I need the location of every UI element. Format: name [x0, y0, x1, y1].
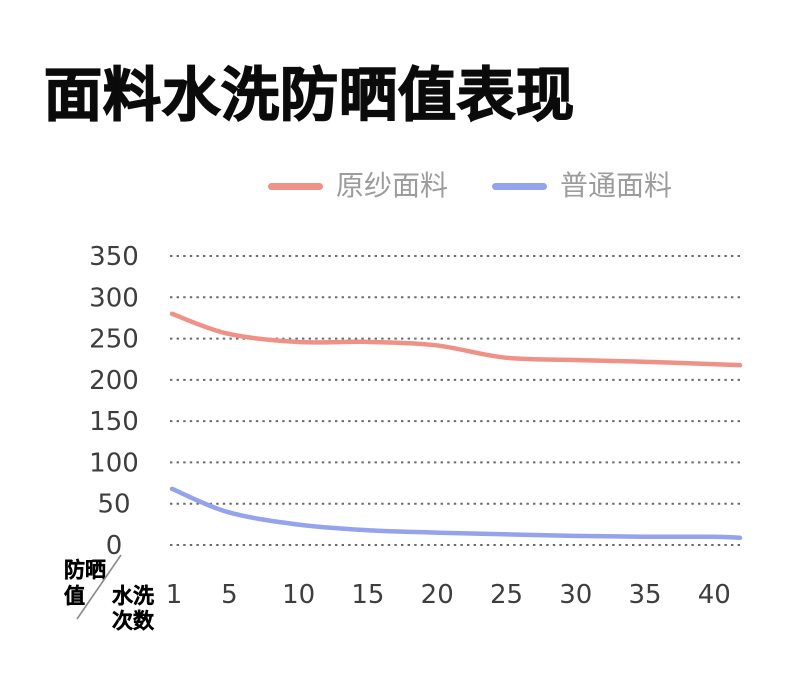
- y-tick-label-0: 0: [106, 531, 123, 561]
- x-tick-label-5: 5: [221, 580, 238, 610]
- x-tick-labels: 1 5 10 15 20 25 30 35 40: [166, 580, 731, 610]
- y-tick-label-200: 200: [89, 366, 139, 396]
- x-tick-label-1: 1: [166, 580, 183, 610]
- legend-line-swatch-raw-yarn-fabric: [268, 182, 323, 190]
- x-tick-label-10: 10: [282, 580, 315, 610]
- y-axis-name-line2: 值: [64, 584, 85, 608]
- x-tick-label-15: 15: [351, 580, 384, 610]
- legend-line-swatch-ordinary-fabric: [492, 182, 548, 190]
- y-tick-label-300: 300: [89, 283, 139, 313]
- gridlines: [170, 255, 743, 546]
- legend-label-ordinary-fabric: 普通面料: [560, 169, 673, 202]
- series-line-raw-yarn-fabric: [169, 311, 743, 368]
- legend-label-raw-yarn-fabric: 原纱面料: [336, 169, 449, 202]
- legend-item-ordinary-fabric: 普通面料: [492, 172, 672, 200]
- y-tick-label-100: 100: [89, 448, 139, 478]
- x-tick-label-35: 35: [628, 580, 661, 610]
- y-tick-label-250: 250: [89, 325, 139, 355]
- x-tick-label-40: 40: [698, 580, 731, 610]
- y-tick-labels: 0 50 100 150 200 250 300 350: [89, 242, 139, 561]
- y-tick-label-50: 50: [97, 490, 130, 520]
- y-tick-label-150: 150: [89, 407, 139, 437]
- x-tick-label-30: 30: [559, 580, 592, 610]
- y-axis-name-line1: 防晒: [64, 558, 106, 582]
- x-axis-name-line2: 次数: [112, 609, 154, 633]
- y-tick-label-350: 350: [89, 242, 139, 272]
- x-tick-label-20: 20: [421, 580, 454, 610]
- series-line-ordinary-fabric: [169, 486, 743, 540]
- axis-divider-line: [76, 554, 122, 620]
- x-axis-name: 水洗 次数: [112, 584, 154, 634]
- legend-item-raw-yarn-fabric: 原纱面料: [268, 172, 448, 200]
- y-axis-name: 防晒 值: [64, 557, 106, 609]
- chart-title: 面料水洗防晒值表现: [43, 61, 576, 129]
- x-axis-name-line1: 水洗: [112, 584, 154, 608]
- chart-legend: 原纱面料 普通面料: [268, 172, 672, 200]
- x-tick-label-25: 25: [490, 580, 523, 610]
- axis-corner-divider: [76, 554, 122, 620]
